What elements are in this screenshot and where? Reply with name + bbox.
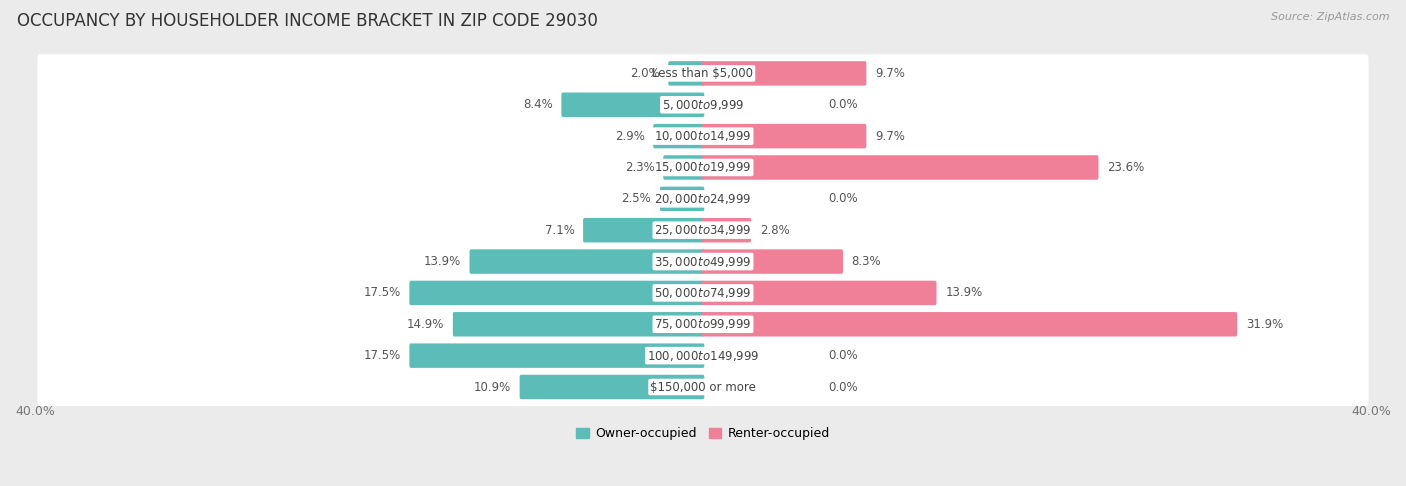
Text: $100,000 to $149,999: $100,000 to $149,999 [647, 348, 759, 363]
Text: Source: ZipAtlas.com: Source: ZipAtlas.com [1271, 12, 1389, 22]
FancyBboxPatch shape [654, 124, 704, 148]
FancyBboxPatch shape [38, 148, 1368, 187]
Text: 23.6%: 23.6% [1107, 161, 1144, 174]
Text: 7.1%: 7.1% [544, 224, 575, 237]
FancyBboxPatch shape [453, 312, 704, 336]
Text: 17.5%: 17.5% [364, 349, 401, 362]
FancyBboxPatch shape [38, 274, 1368, 312]
FancyBboxPatch shape [38, 117, 1368, 155]
Text: 2.0%: 2.0% [630, 67, 659, 80]
FancyBboxPatch shape [38, 180, 1368, 218]
Text: $10,000 to $14,999: $10,000 to $14,999 [654, 129, 752, 143]
FancyBboxPatch shape [38, 368, 1368, 406]
FancyBboxPatch shape [668, 61, 704, 86]
FancyBboxPatch shape [409, 281, 704, 305]
FancyBboxPatch shape [38, 54, 1368, 92]
Text: $25,000 to $34,999: $25,000 to $34,999 [654, 223, 752, 237]
Text: 40.0%: 40.0% [15, 405, 55, 418]
FancyBboxPatch shape [702, 312, 1237, 336]
FancyBboxPatch shape [38, 86, 1368, 124]
FancyBboxPatch shape [664, 155, 704, 180]
FancyBboxPatch shape [702, 249, 844, 274]
FancyBboxPatch shape [702, 155, 1098, 180]
Text: 31.9%: 31.9% [1246, 318, 1284, 331]
Text: 40.0%: 40.0% [1351, 405, 1391, 418]
FancyBboxPatch shape [702, 218, 751, 243]
Text: Less than $5,000: Less than $5,000 [652, 67, 754, 80]
FancyBboxPatch shape [702, 61, 866, 86]
Text: 8.4%: 8.4% [523, 98, 553, 111]
Text: OCCUPANCY BY HOUSEHOLDER INCOME BRACKET IN ZIP CODE 29030: OCCUPANCY BY HOUSEHOLDER INCOME BRACKET … [17, 12, 598, 30]
FancyBboxPatch shape [38, 336, 1368, 375]
FancyBboxPatch shape [583, 218, 704, 243]
Text: 2.8%: 2.8% [759, 224, 790, 237]
FancyBboxPatch shape [520, 375, 704, 399]
FancyBboxPatch shape [38, 305, 1368, 344]
Text: 2.3%: 2.3% [624, 161, 655, 174]
Text: $75,000 to $99,999: $75,000 to $99,999 [654, 317, 752, 331]
Text: 9.7%: 9.7% [875, 67, 905, 80]
Text: $5,000 to $9,999: $5,000 to $9,999 [662, 98, 744, 112]
Text: 0.0%: 0.0% [828, 349, 858, 362]
FancyBboxPatch shape [702, 124, 866, 148]
Text: $15,000 to $19,999: $15,000 to $19,999 [654, 160, 752, 174]
Text: 0.0%: 0.0% [828, 192, 858, 206]
Text: 2.5%: 2.5% [621, 192, 651, 206]
Text: $50,000 to $74,999: $50,000 to $74,999 [654, 286, 752, 300]
Text: 2.9%: 2.9% [614, 130, 644, 142]
FancyBboxPatch shape [38, 211, 1368, 249]
Text: 14.9%: 14.9% [406, 318, 444, 331]
Text: 0.0%: 0.0% [828, 381, 858, 394]
Text: 17.5%: 17.5% [364, 286, 401, 299]
FancyBboxPatch shape [561, 92, 704, 117]
Text: $35,000 to $49,999: $35,000 to $49,999 [654, 255, 752, 269]
FancyBboxPatch shape [702, 281, 936, 305]
Text: 8.3%: 8.3% [852, 255, 882, 268]
FancyBboxPatch shape [470, 249, 704, 274]
FancyBboxPatch shape [659, 187, 704, 211]
Text: 13.9%: 13.9% [423, 255, 461, 268]
Text: 13.9%: 13.9% [945, 286, 983, 299]
FancyBboxPatch shape [409, 344, 704, 368]
Legend: Owner-occupied, Renter-occupied: Owner-occupied, Renter-occupied [571, 422, 835, 446]
Text: $20,000 to $24,999: $20,000 to $24,999 [654, 192, 752, 206]
Text: $150,000 or more: $150,000 or more [650, 381, 756, 394]
Text: 0.0%: 0.0% [828, 98, 858, 111]
Text: 10.9%: 10.9% [474, 381, 510, 394]
FancyBboxPatch shape [38, 243, 1368, 281]
Text: 9.7%: 9.7% [875, 130, 905, 142]
